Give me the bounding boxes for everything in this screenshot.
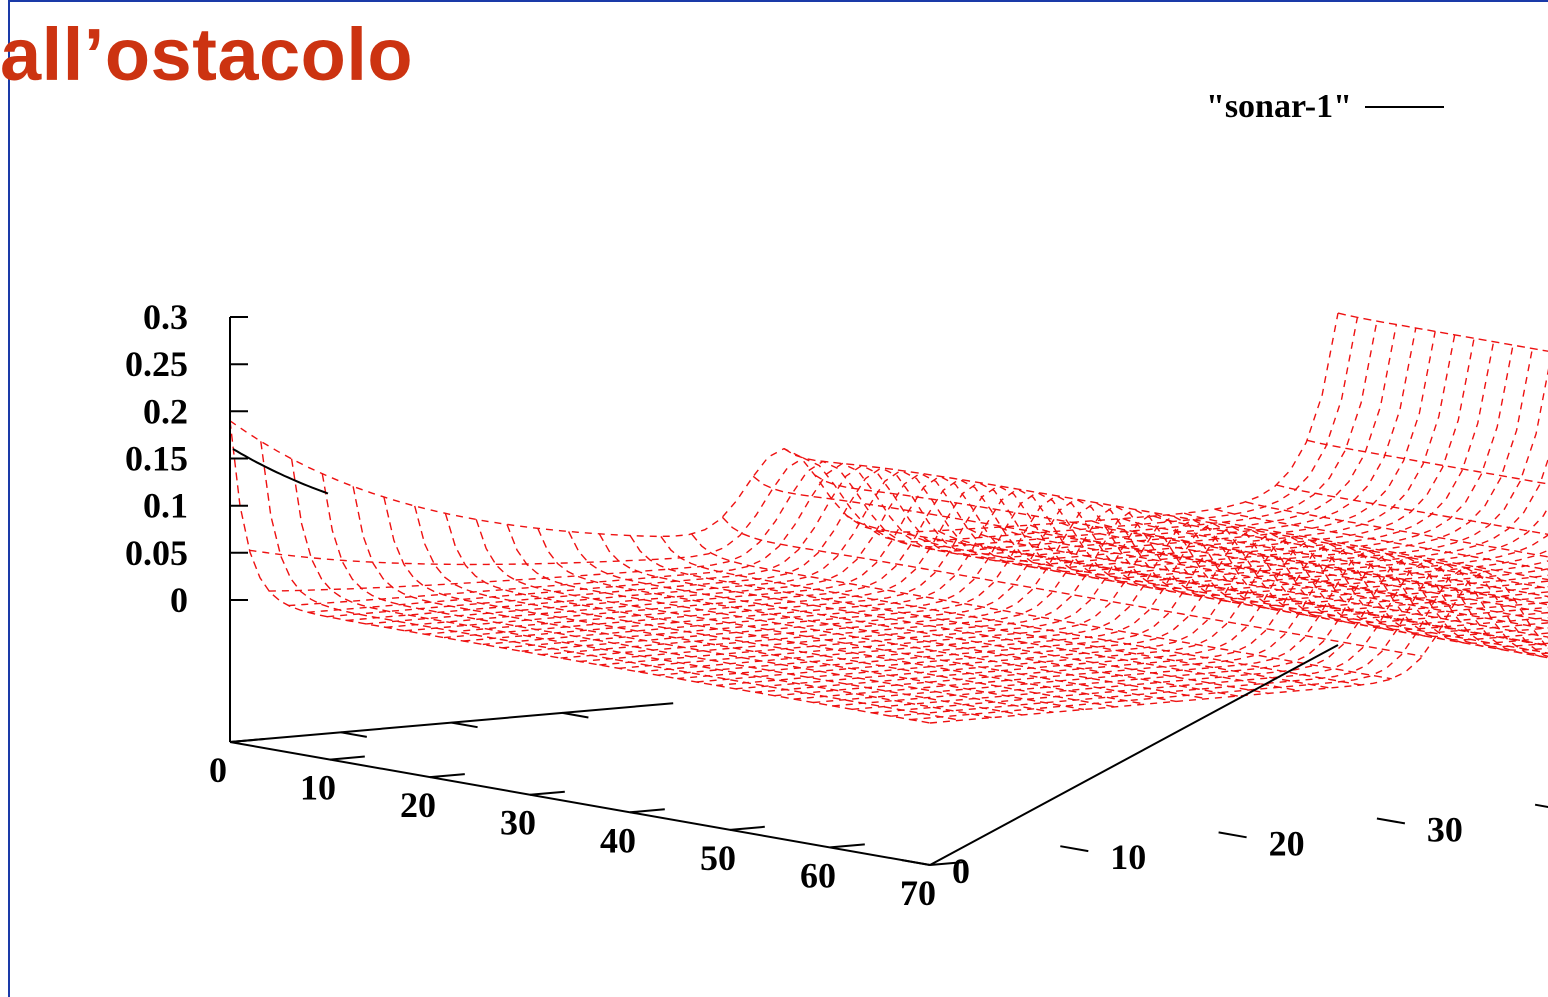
surface-line-x — [891, 563, 1548, 717]
z-tick-label: 0.05 — [125, 533, 188, 573]
surface-line-y — [1091, 520, 1548, 606]
z-tick-label: 0.2 — [143, 391, 188, 431]
x-tick-label: 50 — [700, 838, 736, 878]
surface-line-x — [677, 525, 1548, 680]
surface-line-y — [629, 535, 1331, 689]
legend-entry-sonar-1: "sonar-1" — [1206, 88, 1352, 125]
surface-line-x — [657, 522, 1548, 676]
x-tick — [929, 861, 965, 866]
surface-line-y — [1337, 312, 1548, 352]
surface-line-x — [482, 491, 1548, 646]
surface-line-x — [307, 327, 1417, 613]
y-tick-label: 30 — [1427, 809, 1463, 849]
surface-line-x — [385, 341, 1495, 628]
depth-tick — [340, 731, 367, 738]
y-tick — [1218, 831, 1247, 839]
surface-line-x — [618, 515, 1548, 669]
surface-line-x — [929, 569, 1548, 724]
surface-line-x — [716, 532, 1548, 687]
surface-line-x — [268, 320, 1378, 592]
depth-tick — [562, 711, 589, 719]
y-tick-label: 20 — [1269, 823, 1305, 863]
x-tick-label: 60 — [800, 855, 836, 895]
slide-title: all’ostacolo — [0, 13, 414, 96]
y-tick — [1534, 803, 1548, 808]
sonar-1-curve — [232, 448, 329, 495]
surface-mesh — [229, 312, 1548, 724]
surface-line-y — [1060, 522, 1548, 614]
y-tick — [1060, 845, 1089, 853]
z-tick-label: 0.1 — [143, 486, 188, 526]
surface-line-x — [754, 539, 1548, 693]
surface-line-y — [721, 516, 1423, 657]
surface-line-x — [288, 324, 1397, 607]
surface-line-x — [502, 494, 1548, 649]
surface-line-x — [249, 317, 1359, 566]
x-tick-label: 70 — [900, 873, 936, 913]
x-tick-label: 40 — [600, 820, 636, 860]
x-tick — [429, 773, 465, 779]
surface-line-x — [696, 528, 1548, 683]
surface-line-y — [691, 533, 1392, 680]
z-tick-label: 0 — [170, 580, 188, 620]
y-axis-line — [929, 644, 1339, 866]
z-tick-label: 0.15 — [125, 439, 188, 479]
z-tick-label: 0.3 — [143, 297, 188, 337]
x-tick — [629, 808, 665, 814]
surface-line-x — [229, 312, 1339, 538]
z-tick-label: 0.25 — [125, 344, 188, 384]
surface-line-x — [579, 508, 1548, 663]
depth-tick — [451, 721, 478, 729]
surface-line-x — [852, 556, 1548, 710]
plot-axes — [229, 316, 1548, 866]
x-tick-label: 0 — [209, 750, 227, 790]
surface-line-x — [793, 545, 1548, 700]
surface-line-x — [463, 457, 1548, 642]
surface-line-y — [783, 448, 1485, 572]
surface-line-y — [444, 513, 1146, 705]
surface-line-x — [346, 334, 1456, 622]
y-tick-label: 0 — [952, 851, 970, 891]
x-axis-line — [229, 741, 931, 866]
surface-line-x — [443, 368, 1548, 639]
slide-frame-left — [8, 0, 10, 997]
surface-line-x — [560, 505, 1548, 659]
surface-line-x — [638, 518, 1548, 673]
surface-line-x — [871, 559, 1548, 714]
x-tick — [829, 843, 865, 849]
surface-line-x — [832, 552, 1548, 707]
surface-line-x — [424, 348, 1534, 635]
y-tick — [901, 859, 931, 866]
x-tick — [529, 790, 565, 796]
plot-tick-labels: 0 0.05 0.1 0.15 0.2 0.25 0.3 0 10 20 30 40 50 60 70 0 10… — [125, 297, 1463, 913]
surface-line-x — [735, 535, 1548, 690]
surface-line-x — [541, 501, 1548, 656]
surface-line-y — [937, 530, 1548, 646]
surface-line-y — [999, 526, 1548, 630]
surface-line-y — [1183, 512, 1548, 581]
surface-line-x — [521, 498, 1548, 652]
plot-legend: "sonar-1" — [1206, 88, 1444, 125]
surface-line-y — [290, 458, 992, 719]
surface-line-x — [910, 566, 1548, 721]
surface-line-y — [1245, 501, 1548, 558]
surface-line-x — [813, 549, 1548, 704]
surface-line-x — [404, 344, 1514, 632]
x-tick — [729, 825, 765, 831]
surface-line-x — [774, 542, 1548, 697]
slide-frame-top — [8, 0, 1548, 2]
x-tick-label: 10 — [300, 768, 336, 808]
surface-line-y — [383, 496, 1085, 711]
surface-line-x — [327, 331, 1436, 618]
y-tick — [1376, 817, 1406, 825]
x-tick — [329, 755, 365, 761]
y-tick-label: 10 — [1110, 837, 1146, 877]
surface-line-x — [366, 338, 1475, 625]
surface-line-x — [599, 511, 1548, 666]
surface-line-y — [229, 420, 931, 724]
surface-line-y — [537, 528, 1238, 697]
x-tick-label: 20 — [400, 785, 436, 825]
x-tick-label: 30 — [500, 803, 536, 843]
